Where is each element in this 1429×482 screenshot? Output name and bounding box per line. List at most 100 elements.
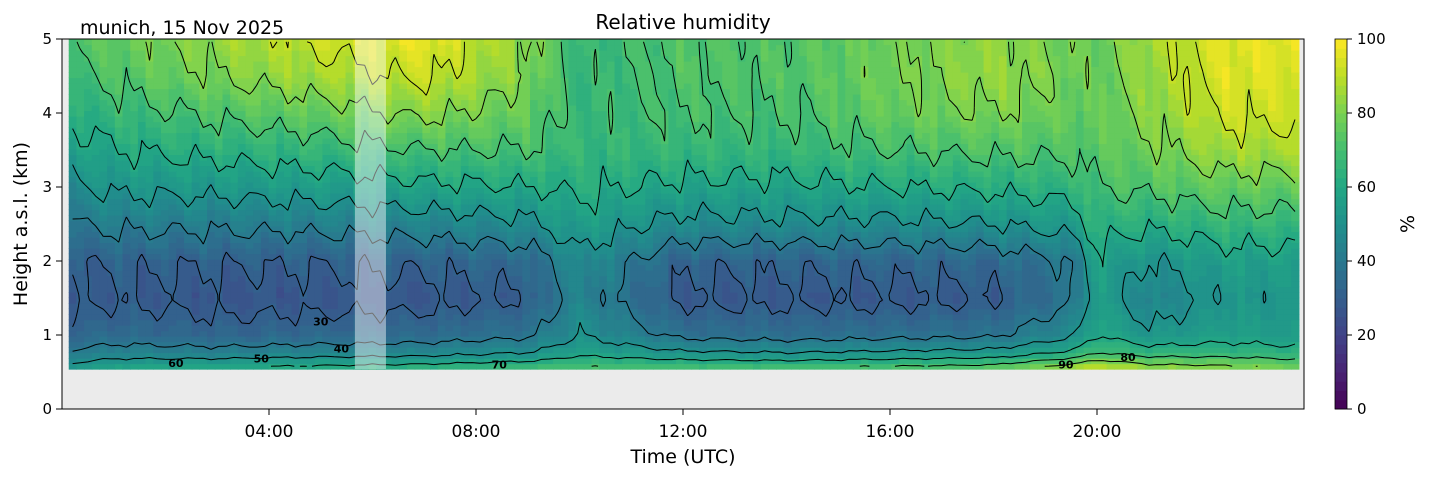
heatmap-cell: [591, 248, 600, 255]
heatmap-cell: [653, 50, 662, 57]
heatmap-cell: [545, 330, 554, 337]
heatmap-cell: [514, 83, 523, 90]
heatmap-cell: [160, 127, 170, 134]
heatmap-cell: [691, 165, 700, 172]
heatmap-cell: [99, 171, 108, 178]
heatmap-cell: [430, 182, 439, 189]
heatmap-cell: [491, 105, 500, 112]
heatmap-cell: [699, 143, 708, 150]
heatmap-cell: [276, 270, 285, 277]
heatmap-cell: [699, 160, 708, 167]
heatmap-cell: [483, 121, 493, 128]
heatmap-cell: [599, 308, 608, 315]
heatmap-cell: [222, 198, 231, 205]
heatmap-cell: [330, 292, 339, 299]
heatmap-cell: [168, 209, 177, 216]
heatmap-cell: [199, 297, 208, 304]
heatmap-cell: [383, 303, 393, 310]
heatmap-cell: [330, 204, 339, 211]
heatmap-cell: [222, 160, 231, 167]
heatmap-cell: [560, 363, 570, 370]
heatmap-cell: [583, 281, 593, 288]
heatmap-cell: [191, 215, 201, 222]
heatmap-cell: [399, 297, 408, 304]
heatmap-cell: [653, 297, 662, 304]
heatmap-cell: [391, 154, 400, 161]
heatmap-cell: [345, 132, 354, 139]
heatmap-cell: [168, 50, 177, 57]
heatmap-cell: [530, 44, 539, 51]
heatmap-cell: [130, 281, 139, 288]
heatmap-cell: [407, 253, 416, 260]
heatmap-cell: [383, 72, 393, 79]
heatmap-cell: [68, 55, 78, 62]
heatmap-cell: [591, 66, 600, 73]
heatmap-cell: [122, 193, 131, 200]
heatmap-cell: [345, 347, 354, 354]
heatmap-cell: [353, 83, 362, 90]
heatmap-cell: [353, 187, 362, 194]
heatmap-cell: [68, 154, 78, 161]
heatmap-cell: [391, 237, 400, 244]
heatmap-cell: [383, 116, 393, 123]
heatmap-cell: [130, 330, 139, 337]
heatmap-cell: [130, 50, 139, 57]
heatmap-cell: [91, 204, 101, 211]
heatmap-cell: [176, 363, 185, 370]
heatmap-cell: [483, 127, 493, 134]
heatmap-cell: [230, 303, 239, 310]
heatmap-cell: [160, 198, 170, 205]
heatmap-cell: [184, 248, 193, 255]
heatmap-cell: [514, 341, 523, 348]
heatmap-cell: [314, 44, 324, 51]
heatmap-cell: [499, 242, 508, 249]
heatmap-cell: [145, 72, 154, 79]
heatmap-cell: [599, 264, 608, 271]
heatmap-cell: [445, 297, 454, 304]
heatmap-cell: [383, 220, 393, 227]
heatmap-cell: [368, 303, 377, 310]
heatmap-cell: [553, 154, 562, 161]
heatmap-cell: [291, 198, 300, 205]
heatmap-cell: [207, 204, 216, 211]
heatmap-cell: [176, 314, 185, 321]
heatmap-cell: [514, 281, 523, 288]
heatmap-cell: [122, 121, 131, 128]
heatmap-cell: [91, 308, 101, 315]
heatmap-cell: [145, 88, 154, 95]
heatmap-cell: [453, 248, 462, 255]
heatmap-cell: [360, 149, 370, 156]
heatmap-cell: [460, 39, 470, 46]
heatmap-cell: [268, 171, 277, 178]
heatmap-cell: [391, 160, 400, 167]
heatmap-cell: [422, 127, 431, 134]
heatmap-cell: [430, 143, 439, 150]
heatmap-cell: [222, 88, 231, 95]
heatmap-cell: [214, 121, 224, 128]
heatmap-cell: [522, 116, 531, 123]
heatmap-cell: [376, 336, 385, 343]
heatmap-cell: [107, 138, 116, 145]
heatmap-cell: [622, 83, 631, 90]
heatmap-cell: [299, 226, 308, 233]
heatmap-cell: [583, 132, 593, 139]
heatmap-cell: [537, 281, 546, 288]
heatmap-cell: [622, 248, 631, 255]
heatmap-cell: [645, 248, 654, 255]
heatmap-cell: [130, 182, 139, 189]
heatmap-cell: [222, 226, 231, 233]
heatmap-cell: [445, 110, 454, 117]
heatmap-cell: [291, 165, 300, 172]
heatmap-cell: [176, 259, 185, 266]
heatmap-cell: [107, 165, 116, 172]
heatmap-cell: [522, 149, 531, 156]
heatmap-cell: [345, 292, 354, 299]
heatmap-cell: [606, 187, 616, 194]
heatmap-cell: [253, 61, 262, 68]
heatmap-cell: [145, 132, 154, 139]
heatmap-cell: [253, 198, 262, 205]
heatmap-cell: [107, 39, 116, 46]
heatmap-cell: [683, 176, 693, 183]
heatmap-cell: [114, 44, 124, 51]
heatmap-cell: [653, 303, 662, 310]
